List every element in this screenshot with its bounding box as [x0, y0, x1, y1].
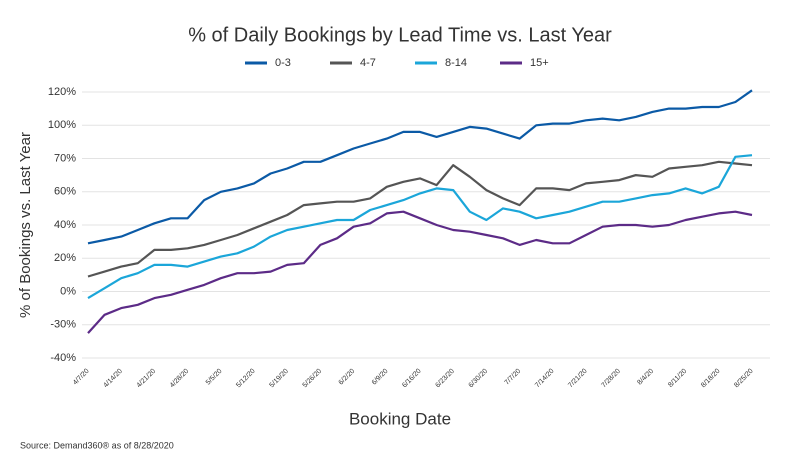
- x-tick-label: 5/12/20: [235, 368, 257, 390]
- x-tick-label: 4/28/20: [169, 368, 191, 390]
- x-tick-label: 7/21/20: [567, 368, 589, 390]
- legend-label: 0-3: [275, 57, 291, 69]
- series-line: [87, 210, 753, 334]
- x-tick-label: 6/16/20: [401, 368, 423, 390]
- chart-title: % of Daily Bookings by Lead Time vs. Las…: [188, 24, 612, 46]
- series-line: [87, 89, 753, 245]
- x-tick-label: 8/4/20: [636, 368, 655, 387]
- series-line: [87, 154, 753, 300]
- y-tick-label: 60%: [54, 186, 76, 198]
- y-tick-label: 0%: [60, 285, 76, 297]
- legend-label: 4-7: [360, 57, 376, 69]
- y-tick-label: -40%: [50, 352, 76, 364]
- x-tick-label: 4/7/20: [72, 368, 91, 387]
- x-tick-label: 7/28/20: [600, 368, 622, 390]
- y-tick-label: 120%: [48, 86, 76, 98]
- x-tick-label: 8/11/20: [667, 368, 688, 389]
- y-tick-label: 20%: [54, 252, 76, 264]
- x-tick-label: 5/19/20: [268, 368, 290, 390]
- y-axis-label: % of Bookings vs. Last Year: [17, 132, 34, 318]
- legend-label: 8-14: [445, 57, 467, 69]
- x-tick-label: 4/14/20: [102, 368, 124, 390]
- y-tick-label: -30%: [50, 319, 76, 331]
- x-tick-label: 4/21/20: [136, 368, 158, 390]
- x-tick-label: 8/25/20: [733, 368, 755, 390]
- source-note: Source: Demand360® as of 8/28/2020: [20, 440, 174, 450]
- x-tick-label: 6/9/20: [371, 368, 390, 387]
- x-tick-label: 6/2/20: [338, 368, 357, 387]
- y-tick-label: 100%: [48, 119, 76, 131]
- x-tick-label: 6/30/20: [468, 368, 490, 390]
- legend-label: 15+: [530, 57, 549, 69]
- x-axis-label: Booking Date: [349, 409, 451, 428]
- x-tick-label: 6/23/20: [434, 368, 456, 390]
- series-line: [87, 160, 753, 278]
- x-tick-label: 8/18/20: [700, 368, 722, 390]
- y-tick-label: 40%: [54, 219, 76, 231]
- x-tick-label: 5/5/20: [205, 368, 224, 387]
- x-tick-label: 7/7/20: [504, 368, 523, 387]
- x-tick-label: 5/26/20: [302, 368, 324, 390]
- x-tick-label: 7/14/20: [534, 368, 556, 390]
- y-tick-label: 70%: [54, 152, 76, 164]
